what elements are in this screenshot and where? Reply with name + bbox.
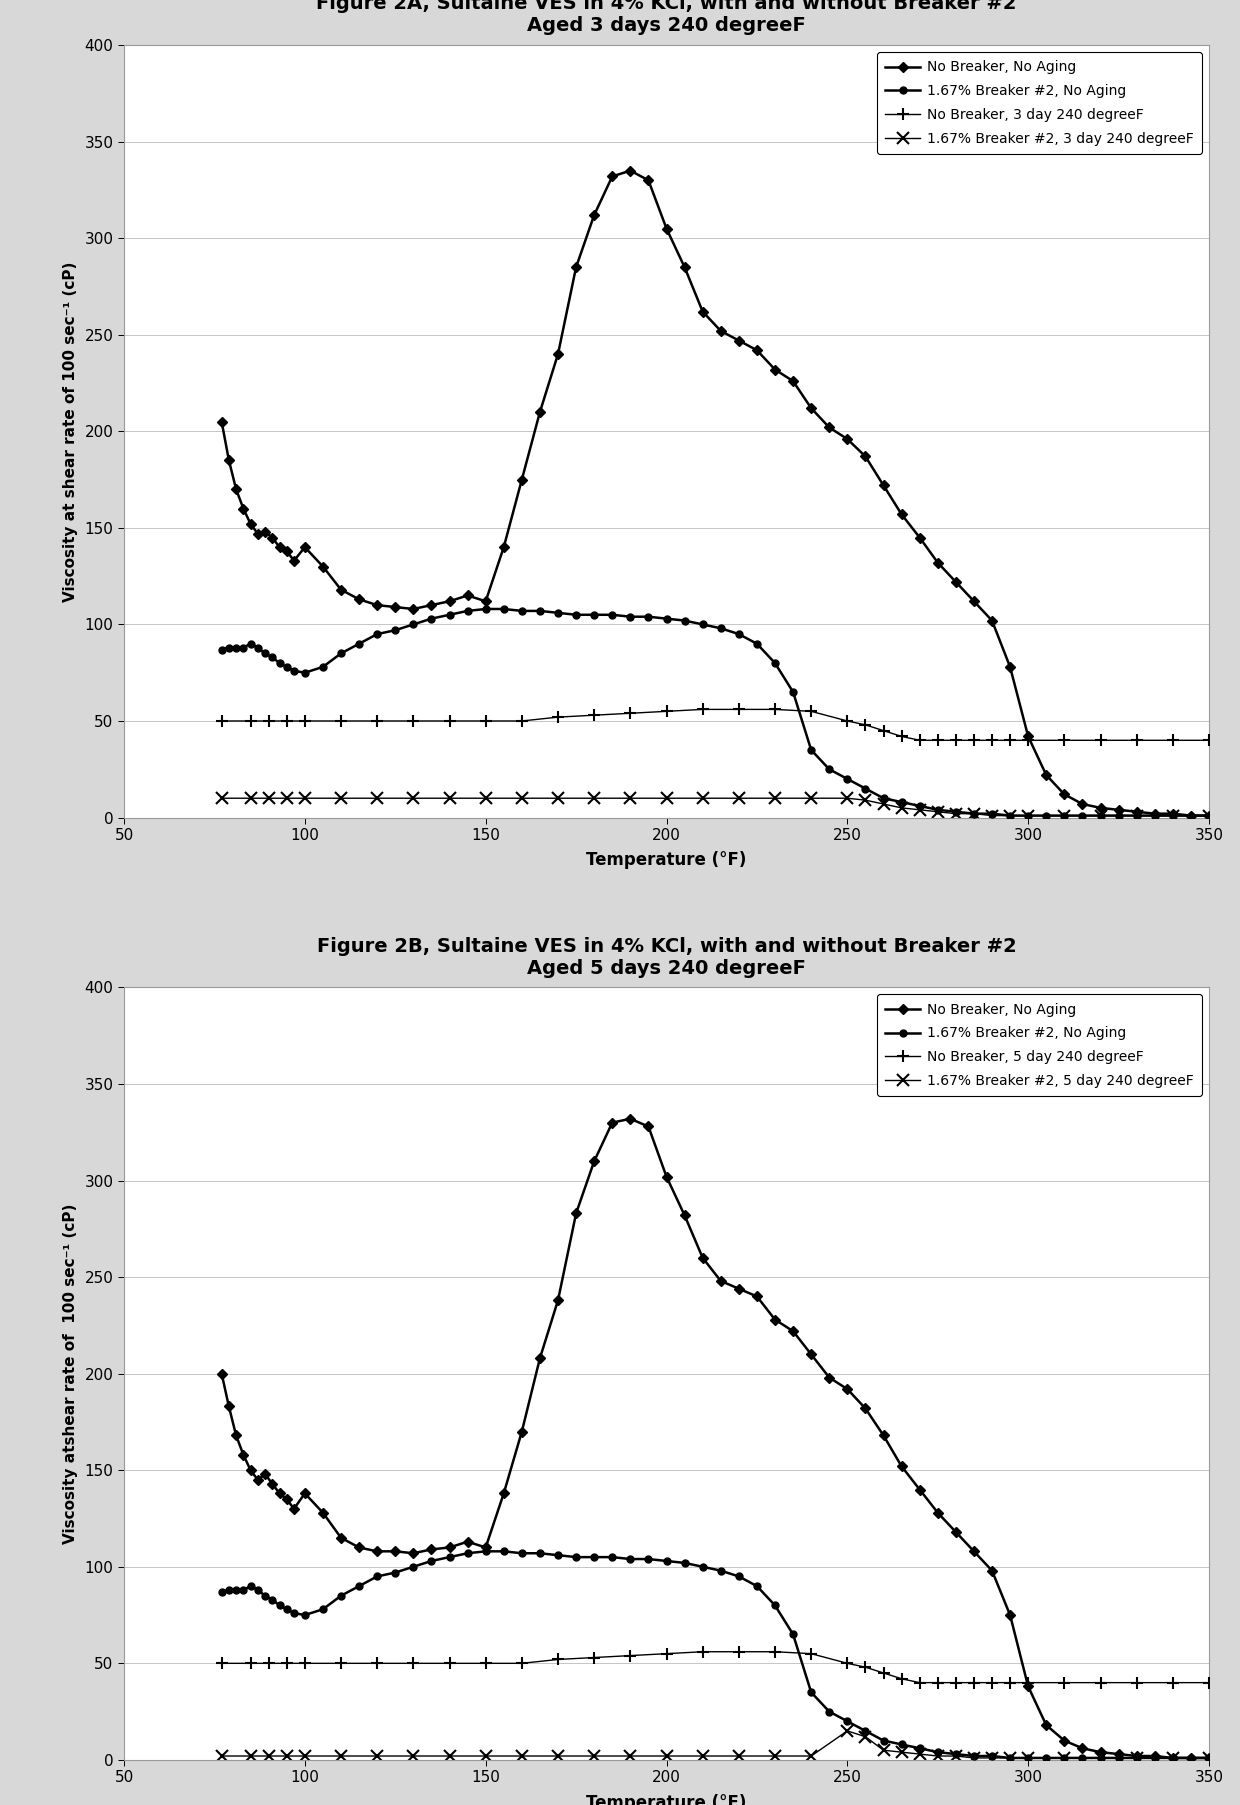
Y-axis label: Viscosity atshear rate of  100 sec⁻¹ (cP): Viscosity atshear rate of 100 sec⁻¹ (cP) [63,1204,78,1543]
X-axis label: Temperature (°F): Temperature (°F) [587,1794,746,1805]
Legend: No Breaker, No Aging, 1.67% Breaker #2, No Aging, No Breaker, 5 day 240 degreeF,: No Breaker, No Aging, 1.67% Breaker #2, … [877,995,1202,1096]
Title: Figure 2A, Sultaine VES in 4% KCl, with and without Breaker #2
Aged 3 days 240 d: Figure 2A, Sultaine VES in 4% KCl, with … [316,0,1017,36]
X-axis label: Temperature (°F): Temperature (°F) [587,852,746,870]
Y-axis label: Viscosity at shear rate of 100 sec⁻¹ (cP): Viscosity at shear rate of 100 sec⁻¹ (cP… [63,262,78,601]
Title: Figure 2B, Sultaine VES in 4% KCl, with and without Breaker #2
Aged 5 days 240 d: Figure 2B, Sultaine VES in 4% KCl, with … [316,937,1017,978]
Legend: No Breaker, No Aging, 1.67% Breaker #2, No Aging, No Breaker, 3 day 240 degreeF,: No Breaker, No Aging, 1.67% Breaker #2, … [877,52,1202,153]
